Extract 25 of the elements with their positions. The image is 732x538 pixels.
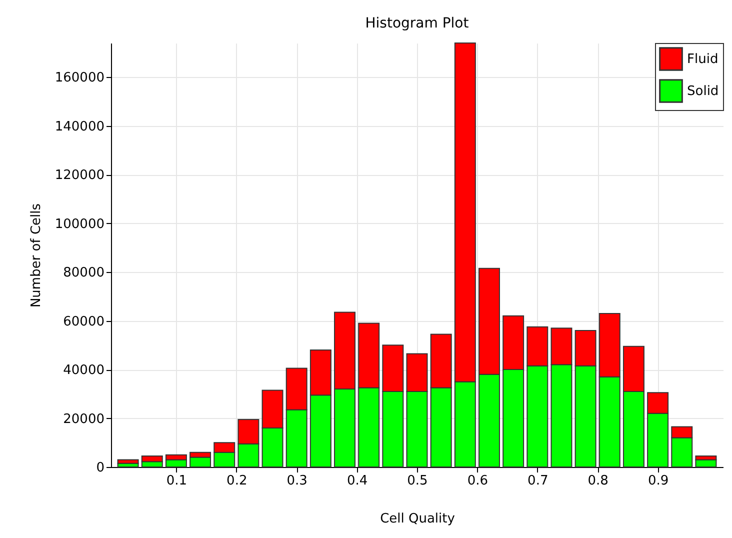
bar bbox=[117, 459, 139, 464]
y-tick-label: 0 bbox=[96, 460, 104, 476]
y-tick-label: 140000 bbox=[54, 119, 104, 134]
legend-label: Solid bbox=[687, 84, 719, 99]
x-tick-label: 0.3 bbox=[286, 474, 308, 488]
x-tick-label: 0.9 bbox=[648, 474, 669, 488]
y-tick-label: 120000 bbox=[54, 168, 104, 184]
y-tick-label: 60000 bbox=[63, 314, 104, 330]
y-axis-title: Number of Cells bbox=[28, 203, 44, 308]
x-tick-label: 0.6 bbox=[467, 474, 488, 488]
x-tick-label: 0.8 bbox=[588, 474, 608, 488]
x-axis-title: Cell Quality bbox=[380, 512, 456, 526]
x-tick-label: 0.1 bbox=[166, 474, 188, 488]
y-tick-label: 40000 bbox=[63, 363, 104, 378]
y-tick-label: 160000 bbox=[54, 70, 104, 86]
chart-title: Histogram Plot bbox=[365, 16, 470, 32]
x-tick-label: 0.5 bbox=[407, 474, 428, 488]
y-tick-label: 100000 bbox=[54, 216, 104, 232]
x-tick-label: 0.4 bbox=[346, 474, 368, 488]
bar bbox=[695, 459, 717, 468]
y-tick-label: 20000 bbox=[63, 412, 104, 427]
x-tick-label: 0.7 bbox=[528, 474, 548, 488]
legend-label: Fluid bbox=[687, 52, 718, 67]
x-tick-label: 0.2 bbox=[226, 474, 248, 488]
y-tick-label: 80000 bbox=[63, 266, 104, 281]
